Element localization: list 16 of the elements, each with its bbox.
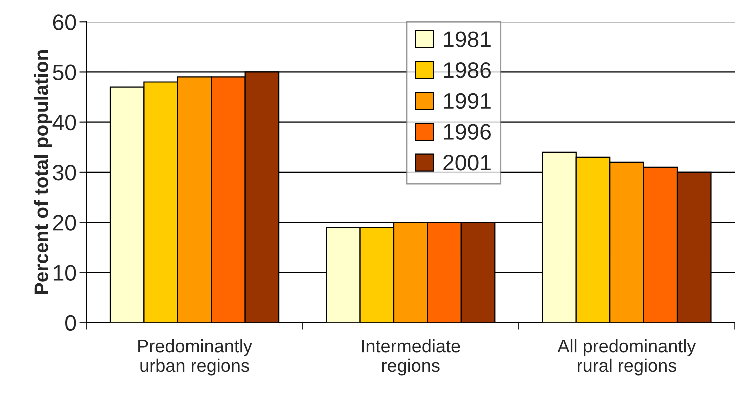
x-tick-label: Predominantly urban regions bbox=[138, 339, 252, 376]
legend-label: 1991 bbox=[444, 93, 491, 110]
y-tick-label: 30 bbox=[53, 164, 76, 181]
x-tick-label: All predominantly rural regions bbox=[558, 339, 696, 376]
y-tick-label: 10 bbox=[54, 265, 76, 281]
y-tick-label: 60 bbox=[53, 14, 76, 30]
y-tick-label: 0 bbox=[66, 315, 76, 332]
y-tick-label: 50 bbox=[53, 64, 76, 80]
y-tick-label: 40 bbox=[52, 114, 76, 131]
legend-label: 1996 bbox=[444, 124, 491, 140]
x-tick-label: Intermediate regions bbox=[362, 339, 460, 376]
legend-label: 1986 bbox=[444, 62, 491, 78]
y-axis-title: Percent of total population bbox=[34, 50, 52, 294]
y-tick-label: 20 bbox=[53, 215, 76, 231]
legend-label: 2001 bbox=[444, 155, 491, 171]
legend-label: 1981 bbox=[444, 32, 491, 48]
